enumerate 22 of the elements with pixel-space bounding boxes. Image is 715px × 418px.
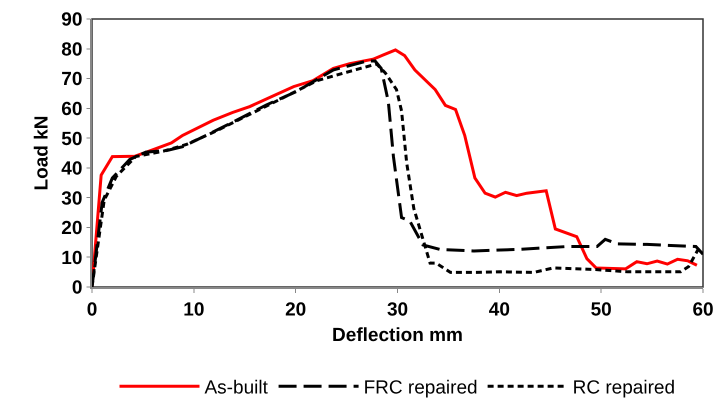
x-tick-label: 50	[590, 300, 612, 321]
x-tick-label: 0	[86, 300, 98, 321]
y-axis-title: Load kN	[32, 116, 53, 190]
x-axis-title: Deflection mm	[332, 324, 463, 346]
y-tick-label: 0	[72, 278, 82, 299]
y-tick-label: 20	[61, 218, 82, 240]
y-tick-label: 90	[61, 10, 82, 31]
y-tick-label: 70	[61, 69, 82, 90]
x-tick-label: 40	[488, 300, 510, 321]
x-tick-label: 60	[692, 300, 714, 321]
legend-label: As-built	[204, 378, 269, 399]
x-tick-label: 10	[183, 300, 204, 321]
x-tick-label: 30	[386, 300, 408, 321]
x-tick-label: 20	[285, 300, 306, 321]
y-tick-label: 40	[61, 158, 82, 180]
legend-label: FRC repaired	[364, 378, 478, 399]
y-tick-label: 30	[61, 188, 82, 210]
y-tick-label: 10	[61, 248, 82, 269]
y-tick-label: 80	[61, 39, 82, 60]
y-tick-label: 50	[61, 128, 82, 150]
y-tick-label: 60	[61, 98, 82, 120]
legend-label: RC repaired	[572, 378, 676, 399]
